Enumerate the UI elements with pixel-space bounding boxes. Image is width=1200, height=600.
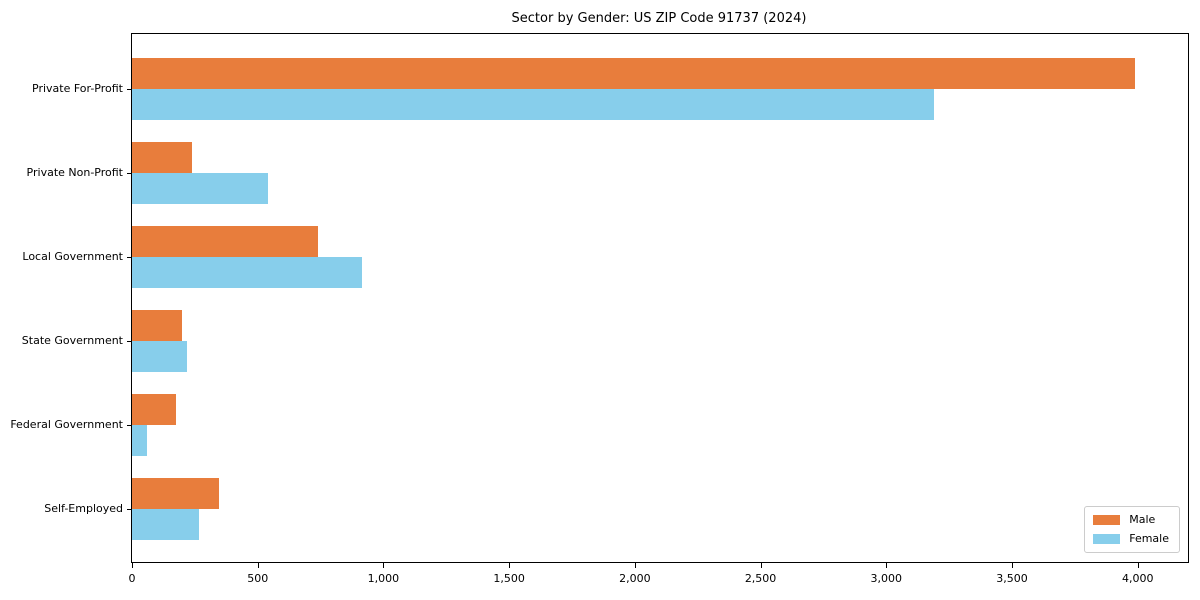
- bar-male: [132, 142, 192, 173]
- x-tick-label: 4,000: [1121, 572, 1154, 585]
- x-tick-label: 0: [128, 572, 136, 585]
- x-tick-mark: [1137, 563, 1139, 568]
- x-tick-mark: [383, 563, 385, 568]
- bar-male: [132, 58, 1135, 89]
- legend-item-male: Male: [1093, 514, 1169, 526]
- y-tick-mark: [127, 425, 132, 426]
- y-axis-label: State Government: [21, 334, 123, 347]
- x-tick-label: 1,000: [367, 572, 400, 585]
- x-tick-mark: [257, 563, 259, 568]
- bar-female: [132, 173, 268, 204]
- y-axis-label: Private Non-Profit: [26, 166, 123, 179]
- x-tick-label: 3,000: [870, 572, 903, 585]
- y-tick-mark: [127, 89, 132, 90]
- x-tick-label: 3,500: [996, 572, 1028, 585]
- bar-female: [132, 89, 934, 120]
- bar-female: [132, 425, 147, 456]
- y-axis-label: Local Government: [22, 250, 123, 263]
- x-tick-label: 2,000: [619, 572, 651, 585]
- female-swatch-icon: [1093, 534, 1121, 544]
- bar-male: [132, 478, 219, 509]
- y-axis-label: Private For-Profit: [32, 82, 123, 95]
- bar-group-row: [132, 467, 1188, 551]
- bar-female: [132, 509, 199, 540]
- y-tick-mark: [127, 257, 132, 258]
- bar-female: [132, 257, 362, 288]
- x-tick-mark: [509, 563, 511, 568]
- bar-female: [132, 341, 187, 372]
- y-axis-label: Federal Government: [10, 418, 123, 431]
- x-tick-mark: [1012, 563, 1013, 568]
- bar-group-row: [132, 131, 1188, 215]
- y-tick-mark: [127, 173, 132, 174]
- y-axis-label: Self-Employed: [44, 502, 123, 515]
- x-tick-mark: [634, 563, 636, 568]
- bar-group-row: [132, 215, 1188, 299]
- x-tick-label: 500: [247, 572, 269, 585]
- y-tick-mark: [127, 509, 132, 510]
- x-tick-label: 2,500: [744, 572, 777, 585]
- male-swatch-icon: [1093, 515, 1121, 525]
- x-tick-mark: [886, 563, 888, 568]
- chart-title: Sector by Gender: US ZIP Code 91737 (202…: [511, 11, 807, 26]
- legend-label-male: Male: [1129, 513, 1156, 526]
- legend: Male Female: [1084, 506, 1180, 553]
- bar-male: [132, 394, 176, 425]
- x-tick-label: 1,500: [493, 572, 525, 585]
- legend-label-female: Female: [1129, 532, 1169, 545]
- bar-group-row: [132, 383, 1188, 467]
- bar-group-row: [132, 299, 1188, 383]
- legend-item-female: Female: [1093, 533, 1169, 545]
- x-tick-mark: [760, 563, 762, 568]
- bar-male: [132, 310, 182, 341]
- plot-area: Private For-Profit Private Non-Profit Loca…: [10, 33, 1189, 585]
- x-tick-mark: [132, 563, 133, 568]
- bar-male: [132, 226, 318, 257]
- y-tick-mark: [127, 341, 132, 342]
- bar-group-row: [132, 47, 1188, 131]
